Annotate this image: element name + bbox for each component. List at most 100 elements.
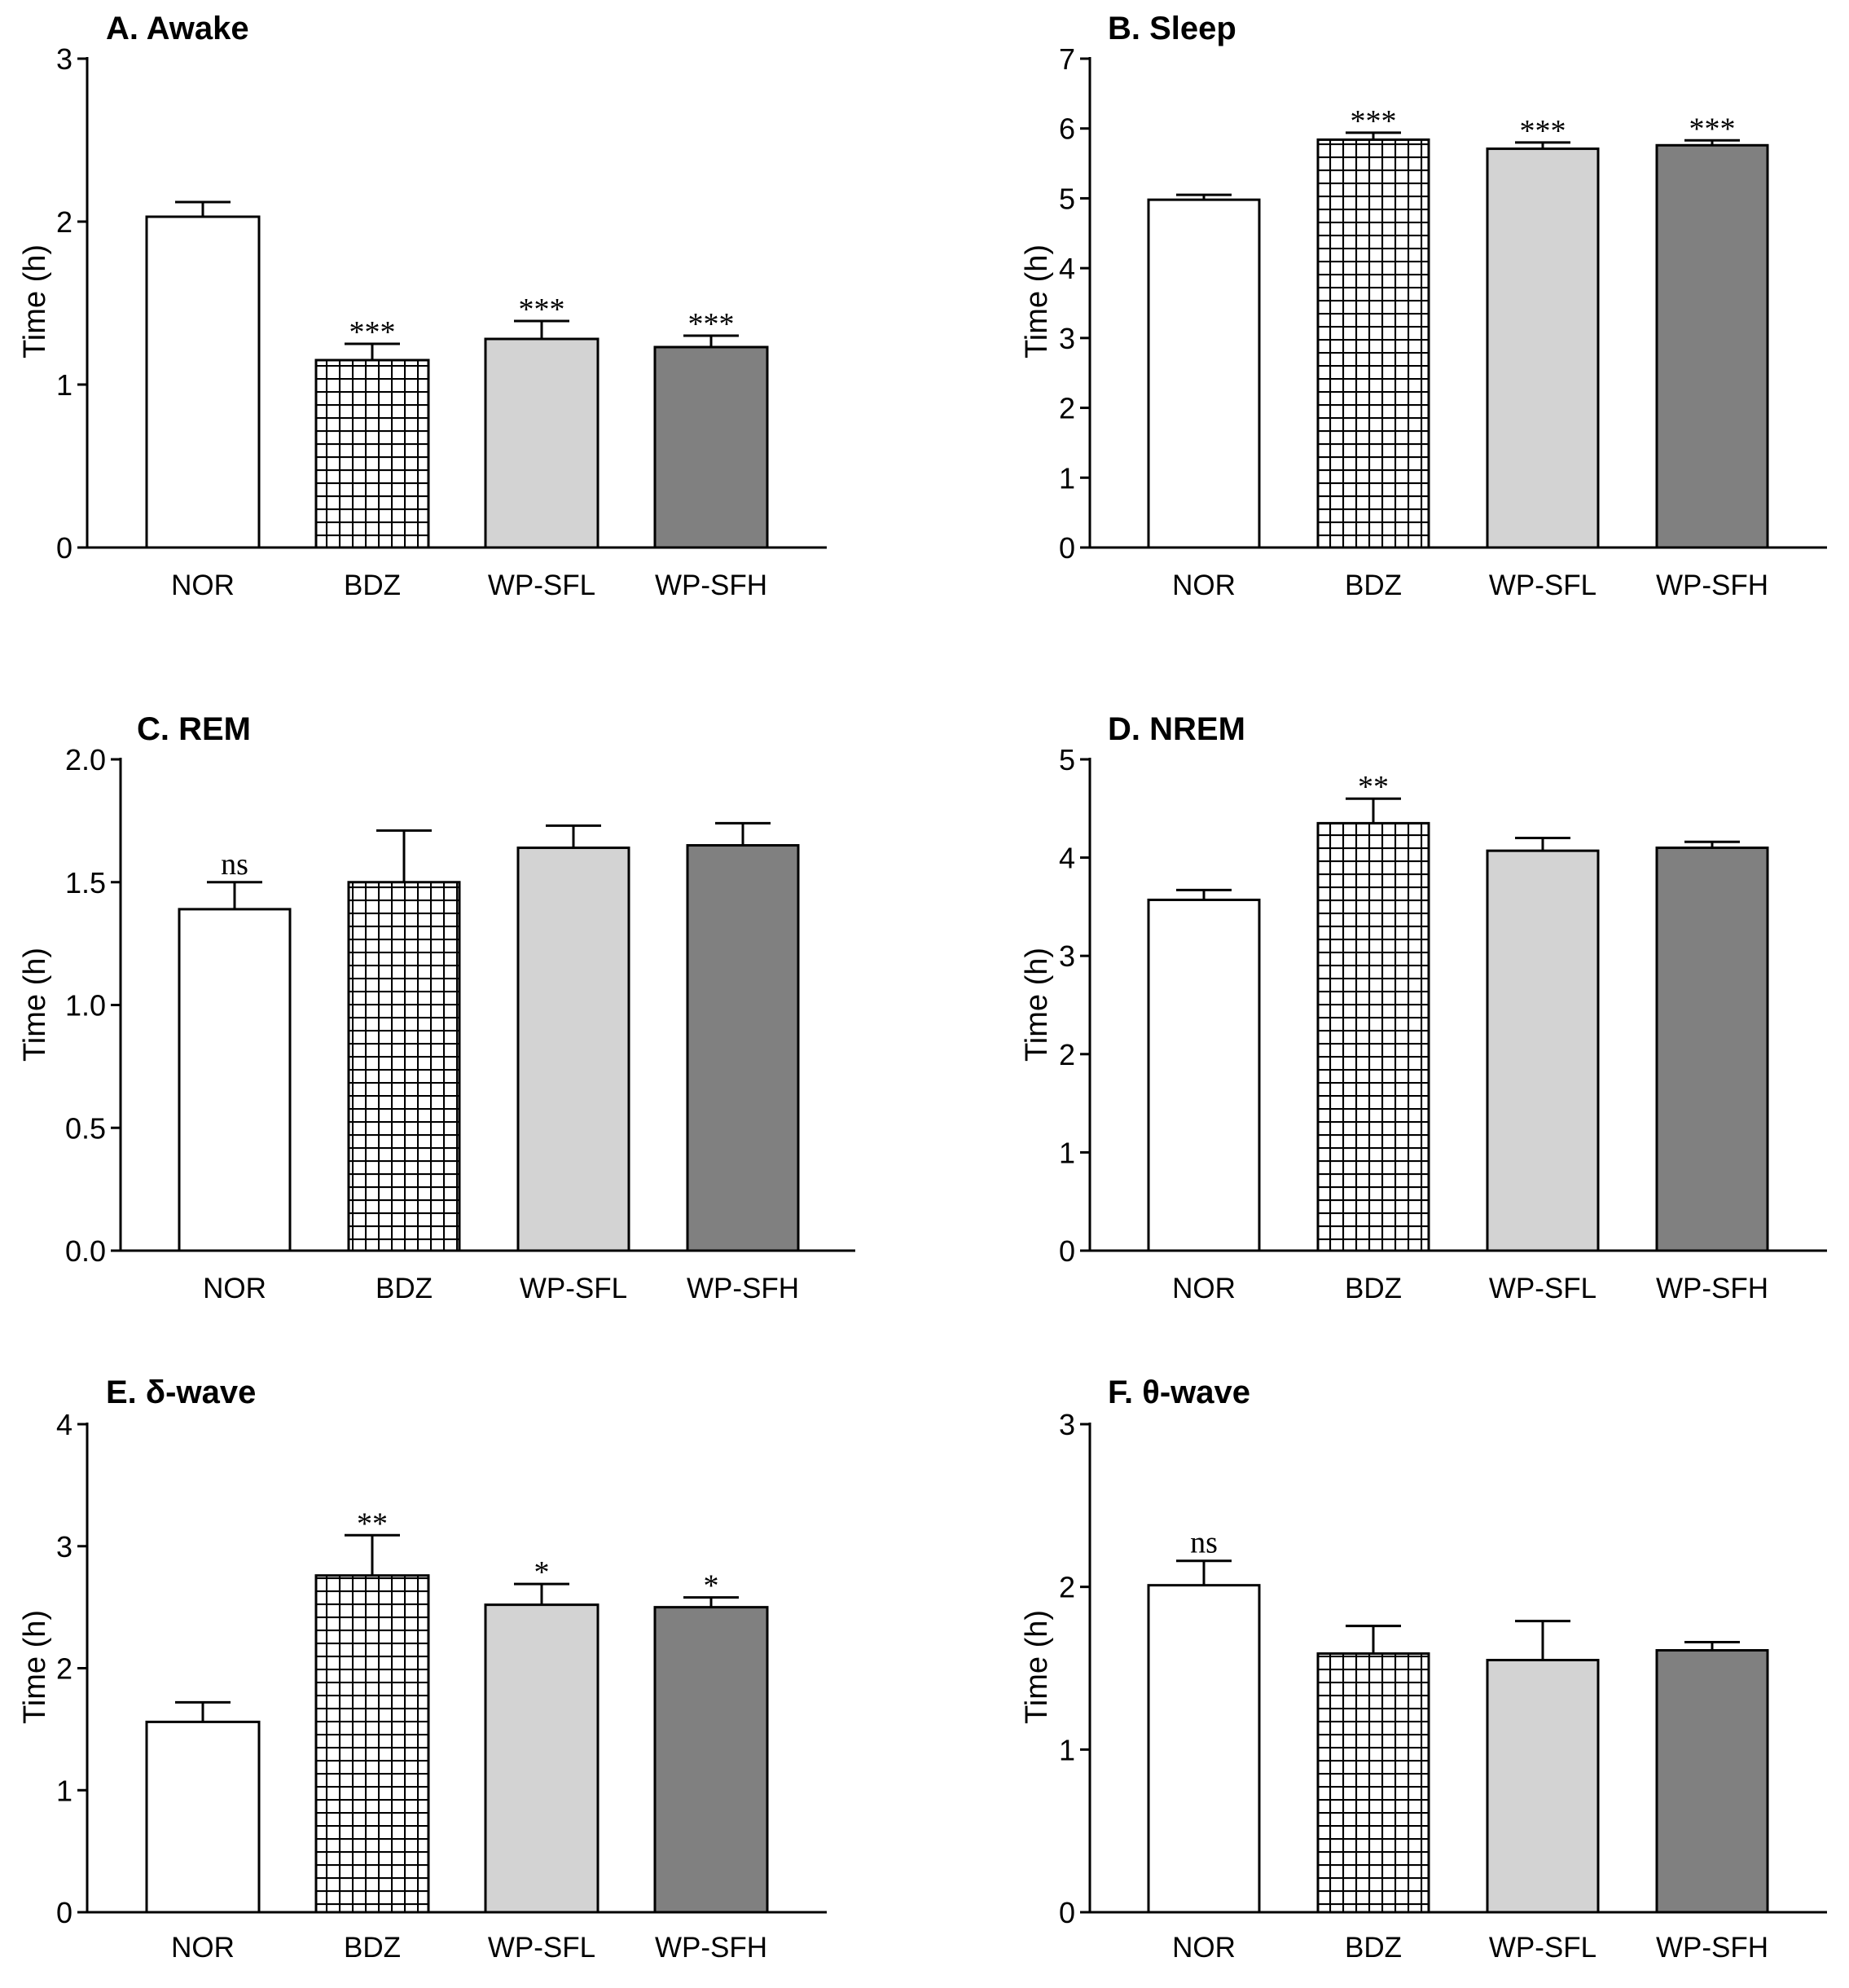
y-tick-label: 0 — [1059, 1896, 1075, 1929]
panel-f-plot: 0 1 2 3 ns NOR BDZ WP-SFL WP-SFH — [1059, 1408, 1827, 1964]
y-tick-label: 3 — [1059, 939, 1075, 973]
panel-c-title: C. REM — [137, 711, 251, 747]
bar-bdz — [314, 358, 430, 549]
bar-nor — [1147, 1584, 1261, 1914]
x-tick-label: BDZ — [1345, 1273, 1402, 1304]
significance-label: ns — [221, 847, 248, 882]
x-tick-label: WP-SFH — [655, 570, 767, 601]
significance-label: *** — [1520, 114, 1566, 148]
panel-d-ylabel: Time (h) — [1020, 948, 1054, 1062]
y-tick-label: 4 — [1059, 252, 1075, 285]
panel-b-plot: 0 1 2 3 4 5 6 7 NOR *** BDZ *** WP-SFL *** WP-SFH — [1059, 42, 1827, 601]
y-tick-label: 1 — [1059, 461, 1075, 495]
panel-f: F. θ-wave Time (h) 0 1 2 3 ns NOR BDZ WP-SFL WP-… — [1020, 1374, 1827, 1964]
bar-wp-sfl — [1486, 147, 1600, 549]
panel-d: D. NREM Time (h) 0 1 2 3 4 5 NOR ** BDZ WP-SFL WP-… — [1020, 711, 1827, 1304]
x-tick-label: WP-SFH — [1656, 570, 1768, 601]
significance-label: * — [534, 1555, 550, 1590]
bar-nor — [178, 908, 292, 1252]
y-tick-label: 5 — [1059, 182, 1075, 215]
y-tick-label: 0 — [56, 1896, 72, 1929]
y-tick-label: 5 — [1059, 743, 1075, 776]
bar-wp-sfh — [653, 1606, 769, 1914]
bar-wp-sfl — [484, 337, 599, 549]
panel-e-plot: 0 1 2 3 4 NOR ** BDZ * WP-SFL * WP-SFH — [56, 1408, 827, 1964]
bar-nor — [145, 215, 261, 549]
bar-nor — [145, 1720, 261, 1914]
y-tick-label: 1.5 — [65, 866, 106, 899]
x-tick-label: NOR — [171, 570, 235, 601]
x-tick-label: BDZ — [376, 1273, 433, 1304]
bar-bdz — [347, 881, 461, 1252]
panel-d-title: D. NREM — [1108, 711, 1245, 747]
panel-c: C. REM Time (h) 0.0 0.5 1.0 1.5 2.0 ns NOR BDZ W… — [18, 711, 855, 1304]
x-tick-label: BDZ — [1345, 1932, 1402, 1964]
significance-label: * — [704, 1569, 719, 1603]
bar-bdz — [1316, 821, 1430, 1252]
y-tick-label: 1 — [56, 368, 72, 402]
bar-nor — [1147, 898, 1261, 1252]
y-tick-label: 3 — [56, 42, 72, 76]
bar-wp-sfl — [516, 847, 630, 1252]
x-tick-label: BDZ — [344, 570, 401, 601]
significance-label: ns — [1190, 1526, 1218, 1560]
bar-wp-sfl — [1486, 849, 1600, 1252]
panel-a-plot: 0 1 2 3 NOR *** BDZ *** WP-SFL *** WP-SFH — [56, 42, 827, 601]
panel-a-title: A. Awake — [106, 11, 249, 46]
y-tick-label: 6 — [1059, 112, 1075, 146]
panel-c-plot: 0.0 0.5 1.0 1.5 2.0 ns NOR BDZ WP-SFL WP-SFH — [65, 743, 855, 1304]
x-tick-label: NOR — [171, 1932, 235, 1964]
y-tick-label: 0 — [56, 531, 72, 565]
x-tick-label: NOR — [203, 1273, 266, 1304]
y-tick-label: 2.0 — [65, 743, 106, 776]
y-tick-label: 2 — [1059, 392, 1075, 425]
x-tick-label: WP-SFH — [687, 1273, 799, 1304]
y-tick-label: 4 — [1059, 842, 1075, 875]
y-tick-label: 2 — [56, 1652, 72, 1686]
y-tick-label: 4 — [56, 1408, 72, 1441]
y-tick-label: 0.0 — [65, 1234, 106, 1268]
bar-wp-sfh — [653, 345, 769, 549]
y-tick-label: 3 — [56, 1530, 72, 1564]
bar-wp-sfl — [484, 1603, 599, 1914]
y-tick-label: 1 — [56, 1774, 72, 1807]
x-tick-label: WP-SFL — [488, 570, 595, 601]
y-tick-label: 3 — [1059, 322, 1075, 355]
y-tick-label: 7 — [1059, 42, 1075, 76]
significance-label: *** — [349, 315, 396, 350]
y-tick-label: 0.5 — [65, 1111, 106, 1145]
panel-e-title: E. δ-wave — [106, 1374, 256, 1410]
y-tick-label: 1 — [1059, 1733, 1075, 1766]
significance-label: *** — [688, 307, 735, 341]
x-tick-label: WP-SFL — [520, 1273, 627, 1304]
significance-label: ** — [1358, 770, 1389, 804]
panel-f-title: F. θ-wave — [1108, 1374, 1250, 1410]
y-tick-label: 1.0 — [65, 989, 106, 1023]
bar-wp-sfl — [1486, 1659, 1600, 1914]
significance-label: *** — [1351, 104, 1397, 139]
panel-e-ylabel: Time (h) — [18, 1610, 52, 1724]
bar-wp-sfh — [1655, 143, 1769, 549]
significance-label: *** — [519, 292, 565, 327]
panel-b-title: B. Sleep — [1108, 11, 1236, 46]
y-tick-label: 3 — [1059, 1408, 1075, 1441]
x-tick-label: WP-SFH — [1656, 1932, 1768, 1964]
bar-bdz — [1316, 138, 1430, 549]
x-tick-label: NOR — [1172, 1932, 1236, 1964]
y-tick-label: 2 — [1059, 1571, 1075, 1604]
panel-d-plot: 0 1 2 3 4 5 NOR ** BDZ WP-SFL WP-SFH — [1059, 743, 1827, 1304]
y-tick-label: 2 — [56, 205, 72, 239]
bar-bdz — [1316, 1652, 1430, 1914]
x-tick-label: WP-SFL — [1489, 570, 1596, 601]
panel-c-ylabel: Time (h) — [18, 948, 52, 1062]
x-tick-label: WP-SFH — [655, 1932, 767, 1964]
x-tick-label: BDZ — [344, 1932, 401, 1964]
panel-a-ylabel: Time (h) — [18, 244, 52, 358]
significance-label: *** — [1689, 112, 1736, 146]
panel-f-ylabel: Time (h) — [1020, 1610, 1054, 1724]
bar-wp-sfh — [686, 844, 800, 1252]
bar-bdz — [314, 1574, 430, 1914]
x-tick-label: WP-SFH — [1656, 1273, 1768, 1304]
panel-b: B. Sleep Time (h) 0 1 2 3 4 5 6 7 NOR *** BDZ *** WP… — [1020, 11, 1827, 601]
